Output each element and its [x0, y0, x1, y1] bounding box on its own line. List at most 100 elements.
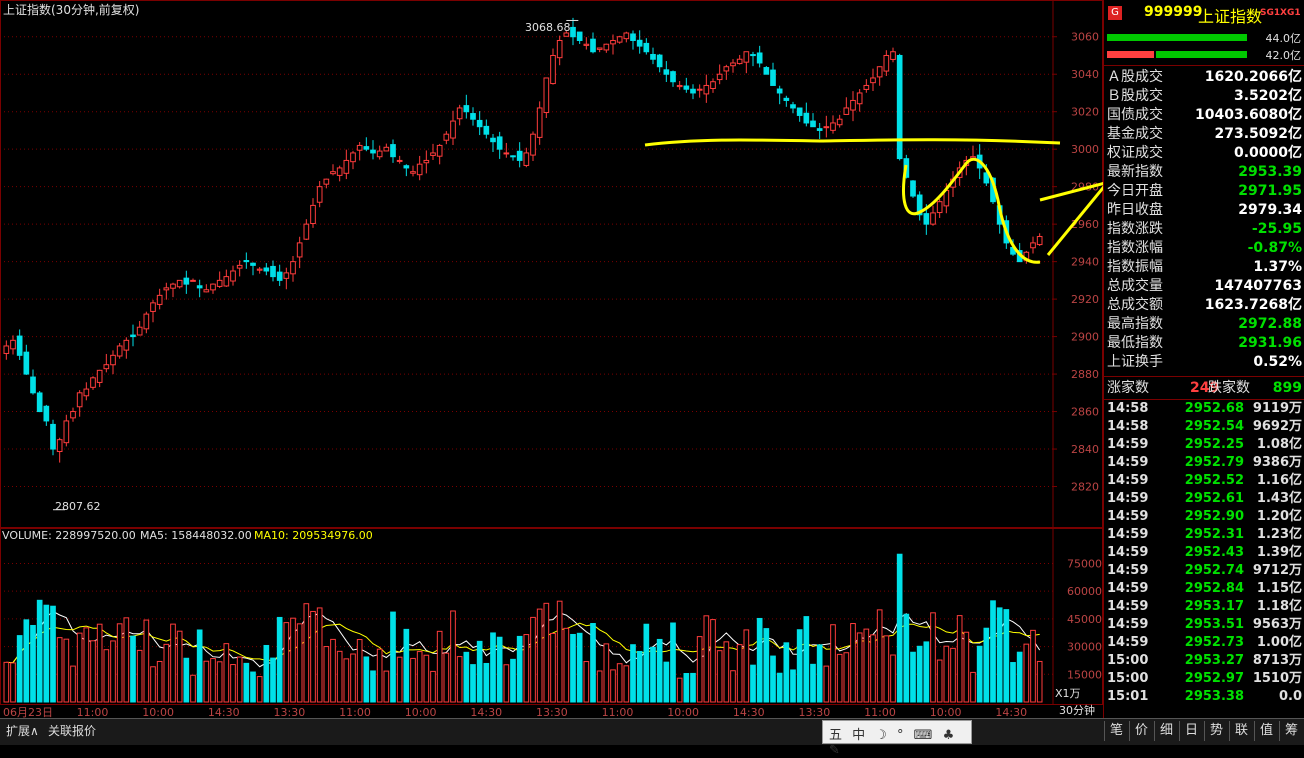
right-tab[interactable]: 势	[1204, 721, 1228, 741]
price-volume-chart[interactable]: 2820284028602880290029202940296029803000…	[0, 0, 1103, 718]
g-icon[interactable]: G	[1108, 6, 1122, 20]
tick-price: 2952.52	[1184, 473, 1244, 488]
tick-time: 14:59	[1107, 455, 1149, 470]
volume-bar	[716, 650, 723, 703]
tag-xg1[interactable]: XG1	[1280, 8, 1301, 18]
stat-label: 基金成交	[1107, 126, 1163, 142]
volume-bar	[443, 652, 450, 703]
volume-bar	[623, 665, 630, 703]
volume-bar	[423, 654, 430, 703]
volume-bar	[110, 640, 116, 703]
volume-bar	[896, 553, 903, 703]
stat-row: 基金成交 273.5092亿	[1104, 125, 1304, 144]
volume-bar	[803, 616, 810, 703]
candle-up	[156, 294, 163, 305]
right-tab[interactable]: 值	[1254, 721, 1278, 741]
tick-time: 14:59	[1107, 545, 1149, 560]
candle-up	[823, 126, 830, 129]
tick-row: 14:59 2952.61 1.43亿	[1104, 490, 1304, 508]
stat-row: 昨日收盘 2979.34	[1104, 201, 1304, 220]
volume-bar	[390, 611, 396, 703]
decline-label: 跌家数	[1208, 380, 1250, 396]
volume-bar	[870, 634, 876, 703]
tick-time: 14:59	[1107, 527, 1149, 542]
candle-down	[250, 262, 256, 266]
candle-up	[1030, 242, 1036, 249]
stat-value: -0.87%	[1247, 240, 1302, 256]
price-tick-label: 3040	[1071, 68, 1099, 81]
right-tab[interactable]: 联	[1229, 721, 1253, 741]
tick-row: 14:59 2952.73 1.00亿	[1104, 634, 1304, 652]
volume-bar	[783, 642, 790, 703]
candle-up	[676, 84, 683, 88]
volume-bar	[316, 607, 323, 703]
candle-up	[63, 420, 70, 444]
candle-up	[330, 171, 336, 175]
volume-bar	[116, 623, 123, 703]
right-tab[interactable]: 日	[1179, 721, 1203, 741]
volume-bar	[990, 600, 996, 703]
stat-value: 2971.95	[1238, 183, 1302, 199]
advance-decline-row: 涨家数 249 跌家数 899	[1104, 379, 1304, 398]
candle-down	[270, 265, 276, 278]
volume-bar	[290, 617, 296, 703]
candle-up	[350, 152, 356, 163]
volume-tick-label: 45000	[1067, 613, 1102, 626]
volume-bar	[610, 669, 616, 703]
candle-down	[30, 376, 36, 394]
right-tab[interactable]: 细	[1154, 721, 1178, 741]
price-swing-annotation	[902, 157, 1041, 264]
tick-row: 14:59 2952.84 1.15亿	[1104, 580, 1304, 598]
tick-volume: 1.20亿	[1256, 509, 1302, 524]
candle-up	[870, 77, 876, 84]
stat-label: 最高指数	[1107, 316, 1163, 332]
candle-up	[430, 152, 436, 156]
volume-bar	[190, 674, 196, 703]
candle-up	[583, 43, 590, 46]
tab-expand[interactable]: 扩展∧	[6, 724, 39, 738]
volume-bar	[403, 628, 410, 703]
resistance-line-annotation	[644, 138, 1061, 147]
candle-up	[336, 167, 343, 176]
x-tick-label: 14:30	[733, 706, 765, 718]
volume-bar	[683, 673, 690, 703]
candle-up	[556, 39, 563, 59]
candle-up	[930, 212, 936, 225]
stat-label: 昨日收盘	[1107, 202, 1163, 218]
stat-label: Ａ股成交	[1107, 69, 1163, 85]
x-tick-label: 10:00	[405, 706, 437, 718]
ime-toolbar[interactable]: 五 中 ☽ ° ⌨ ♣ ✎	[822, 720, 972, 758]
volume-bar	[250, 671, 256, 703]
candle-up	[323, 178, 330, 185]
candle-up	[850, 99, 856, 111]
volume-bar	[876, 609, 883, 703]
candle-down	[476, 119, 483, 128]
right-tab[interactable]: 筹	[1279, 721, 1303, 741]
volume-bar	[103, 649, 110, 703]
candle-down	[276, 271, 283, 281]
candle-up	[190, 279, 196, 282]
tick-volume: 9119万	[1252, 401, 1302, 416]
candle-up	[443, 133, 450, 141]
bar-red-part	[1107, 51, 1154, 58]
volume-bar	[663, 661, 670, 703]
tick-volume: 0.0	[1278, 689, 1302, 704]
candle-down	[183, 277, 190, 285]
volume-bar	[463, 651, 470, 703]
right-tab[interactable]: 笔	[1104, 721, 1128, 741]
volume-bar	[763, 628, 770, 703]
tab-related-quotes[interactable]: 关联报价	[48, 724, 97, 738]
tick-row: 14:59 2952.90 1.20亿	[1104, 508, 1304, 526]
candle-up	[936, 201, 943, 214]
right-tab[interactable]: 价	[1129, 721, 1153, 741]
tag-sg1[interactable]: SG1	[1260, 8, 1281, 18]
volume-bar	[976, 645, 983, 703]
candle-up	[396, 159, 403, 162]
volume-tick-label: 60000	[1067, 585, 1102, 598]
candle-up	[123, 339, 130, 351]
period-label[interactable]: 30分钟	[1059, 703, 1095, 717]
candle-down	[403, 165, 410, 169]
tick-volume: 1.43亿	[1256, 491, 1302, 506]
candle-down	[763, 67, 770, 75]
stock-name: 上证指数	[1198, 7, 1263, 26]
